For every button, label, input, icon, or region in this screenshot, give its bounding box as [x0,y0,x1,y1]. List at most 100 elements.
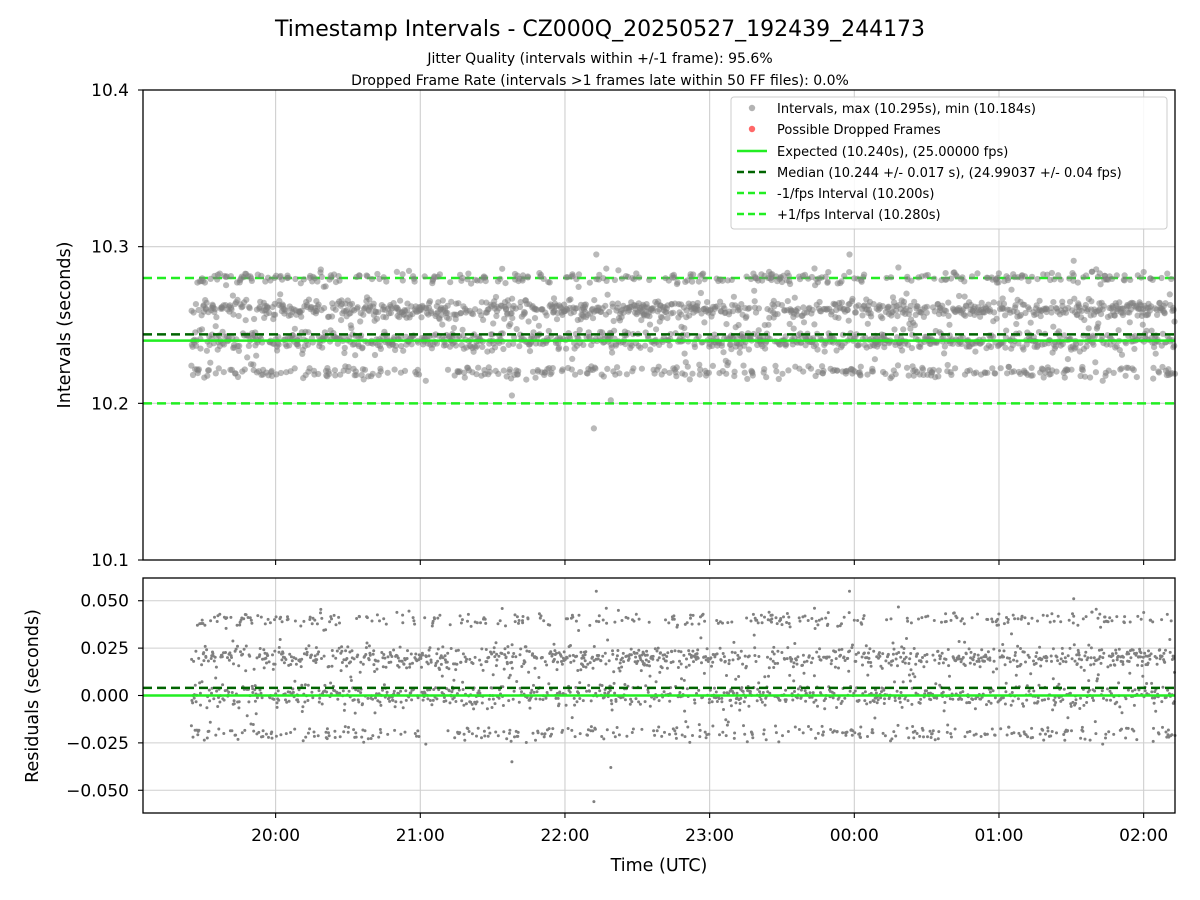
residual-point [1070,657,1074,661]
residual-point [1079,665,1083,669]
residual-point [1146,661,1150,665]
residual-point [315,622,319,626]
residual-point [747,654,751,658]
residual-point [715,652,719,656]
residual-point [1027,689,1031,693]
residual-point [894,734,898,738]
residual-point [397,665,401,669]
interval-point [356,272,363,279]
interval-point [602,302,609,309]
residual-point [842,655,846,659]
residual-point [1164,730,1168,734]
residual-point [1129,656,1133,660]
interval-point [1029,372,1036,379]
residual-point [816,731,820,735]
residual-point [960,617,964,621]
residual-point [372,663,376,667]
residual-point [977,657,981,661]
residual-point [787,622,791,625]
residual-point [319,611,322,615]
residual-point [973,662,976,666]
residual-point [1160,654,1164,658]
residual-point [598,689,602,693]
interval-point [298,313,305,320]
interval-point [553,316,561,323]
residual-point [897,651,901,654]
residual-point [237,700,241,704]
residual-point [780,651,784,654]
residual-point [651,657,655,661]
interval-point [193,342,200,349]
residual-point [368,653,372,657]
residual-point [542,619,546,623]
interval-point [242,317,249,324]
residual-point [1024,660,1027,664]
interval-point [704,299,711,306]
residual-point [197,656,201,660]
interval-point [623,371,631,378]
residual-point [1085,701,1089,704]
residual-point [475,621,479,625]
residual-point [593,727,597,731]
interval-point [398,343,405,350]
residual-point [346,730,350,734]
interval-point [334,340,341,347]
residual-point [475,734,478,738]
residual-point [610,702,614,706]
interval-point [513,326,520,333]
residual-point [913,729,917,733]
residual-point [371,697,375,701]
residual-point [568,690,572,694]
interval-point [1088,298,1095,305]
residual-point [1034,655,1038,658]
residual-point [552,657,556,661]
residual-point [1152,726,1155,730]
residual-point [755,699,759,703]
residual-point [362,740,366,744]
residual-point [407,609,411,613]
residual-point [856,619,860,622]
residual-point [205,736,209,740]
interval-point [526,348,534,355]
residual-point [917,617,920,621]
interval-point [508,295,516,302]
residual-point [816,704,819,708]
interval-point [568,366,575,373]
interval-point [377,368,384,375]
residual-point [835,706,839,709]
residual-point [863,690,867,694]
residual-point [871,731,875,735]
interval-point [300,276,307,283]
interval-point [509,315,516,322]
residual-point [893,699,897,703]
interval-point [331,367,338,374]
residual-point [236,644,239,648]
residual-point [721,621,724,625]
residual-point [504,655,508,659]
residual-point [937,730,941,734]
x-tick-label: 20:00 [251,826,300,846]
interval-point [655,363,662,370]
residual-point [587,683,591,687]
residual-point [485,707,489,711]
interval-point [523,376,530,383]
interval-point [543,312,550,319]
interval-point [791,294,798,301]
interval-point [317,266,324,273]
residual-point [970,616,974,620]
residual-point [525,649,529,653]
residual-point [1016,697,1020,701]
residual-point [301,739,305,743]
residual-point [539,614,543,618]
residual-point [214,733,218,737]
residual-point [408,665,412,669]
residual-point [466,619,469,623]
residual-point [347,689,351,693]
residual-point [307,644,311,648]
residual-point [668,699,672,703]
residual-point [454,700,458,703]
residual-point [901,660,905,664]
residual-point [1120,711,1124,715]
residual-point [547,727,551,731]
